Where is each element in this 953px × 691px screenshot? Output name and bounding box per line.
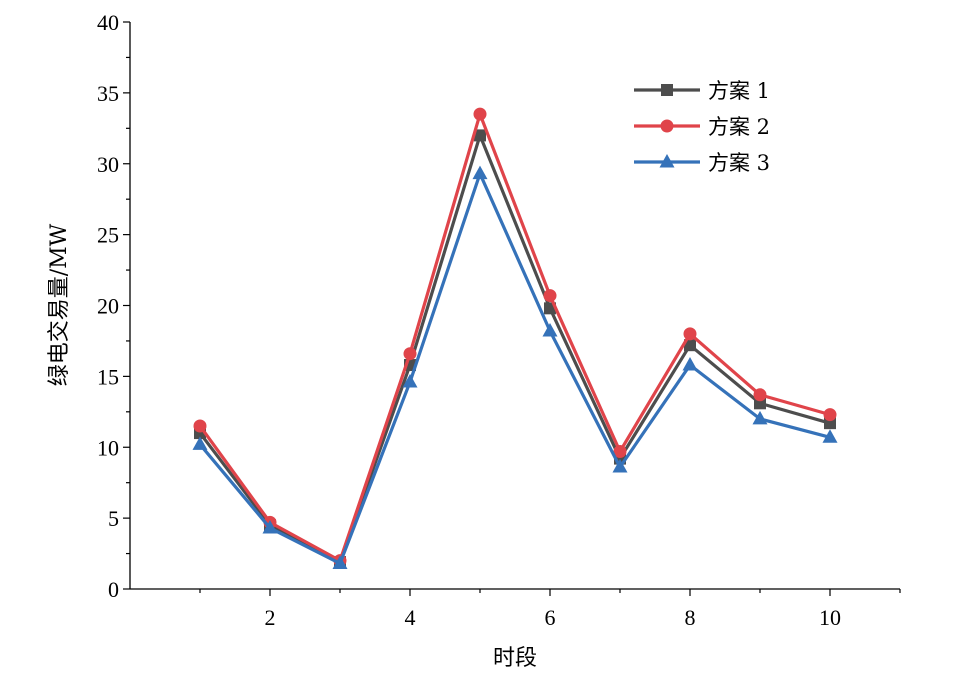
legend-item-2: 方案 2 <box>634 115 770 139</box>
y-tick-label: 10 <box>97 435 119 460</box>
data-point <box>752 410 768 425</box>
data-point <box>473 107 487 121</box>
series-layer <box>192 107 838 569</box>
data-point <box>543 289 557 303</box>
legend-marker <box>659 153 675 168</box>
legend-label: 方案 1 <box>708 79 770 103</box>
series-line <box>198 172 831 566</box>
data-point <box>682 356 698 371</box>
series-line <box>198 112 831 563</box>
series-3 <box>192 165 838 569</box>
y-tick-label: 40 <box>97 10 119 35</box>
data-point <box>683 327 697 341</box>
x-tick-label: 4 <box>405 605 416 630</box>
data-point <box>684 339 696 352</box>
data-point <box>332 555 348 569</box>
y-ticks: 0 5 10 15 20 25 30 35 40 <box>97 10 130 602</box>
y-tick-label: 20 <box>97 294 119 319</box>
data-point <box>472 165 488 180</box>
x-tick-label: 8 <box>685 605 696 630</box>
data-point <box>613 445 627 459</box>
legend-marker <box>660 119 674 133</box>
y-axis-title: 绿电交易量/MW <box>47 223 72 386</box>
data-point <box>193 419 207 433</box>
legend-label: 方案 3 <box>708 151 770 175</box>
x-tick-label: 6 <box>545 605 556 630</box>
legend: 方案 1 方案 2 方案 3 <box>634 79 770 175</box>
data-point <box>822 429 838 443</box>
x-ticks: 2 4 6 8 10 <box>199 589 901 630</box>
data-point <box>403 347 417 361</box>
legend-label: 方案 2 <box>708 115 770 139</box>
x-tick-label: 2 <box>265 605 276 630</box>
y-tick-label: 35 <box>97 81 119 106</box>
data-point <box>753 388 767 402</box>
data-point <box>823 408 837 422</box>
axes <box>129 22 900 590</box>
x-axis-title: 时段 <box>493 646 537 671</box>
legend-item-3: 方案 3 <box>634 151 770 175</box>
data-point <box>542 322 558 337</box>
y-tick-label: 5 <box>108 506 119 531</box>
data-point <box>192 436 208 450</box>
data-point <box>402 373 418 388</box>
series-2 <box>193 107 837 568</box>
data-point <box>262 519 278 534</box>
legend-item-1: 方案 1 <box>634 79 770 103</box>
legend-marker <box>661 84 673 96</box>
y-tick-label: 30 <box>97 152 119 177</box>
data-point <box>474 129 486 142</box>
y-tick-label: 0 <box>108 577 119 602</box>
x-tick-label: 10 <box>819 605 841 630</box>
series-1 <box>194 129 836 569</box>
y-tick-label: 25 <box>97 223 119 248</box>
y-tick-label: 15 <box>97 364 119 389</box>
series-line <box>198 133 831 564</box>
data-point <box>612 459 628 473</box>
